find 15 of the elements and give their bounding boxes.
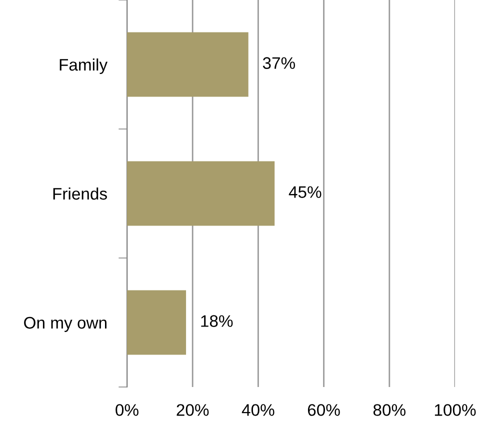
- x-tick-label: 0%: [116, 404, 138, 416]
- x-tick-label: 60%: [308, 404, 340, 416]
- x-tick-label: 20%: [176, 404, 209, 416]
- bar: [127, 32, 248, 97]
- bar: [127, 161, 275, 226]
- bar: [127, 290, 186, 355]
- y-tick-label: Family: [60, 58, 108, 74]
- x-tick-label: 40%: [242, 404, 274, 416]
- data-label: 45%: [288, 186, 322, 198]
- x-tick-label: 80%: [373, 404, 406, 416]
- y-tick-label: On my own: [24, 316, 106, 332]
- y-tick-label: Friends: [53, 187, 107, 200]
- x-tick-label: 100%: [434, 404, 476, 416]
- data-label: 37%: [262, 57, 296, 69]
- data-label: 18%: [201, 315, 233, 327]
